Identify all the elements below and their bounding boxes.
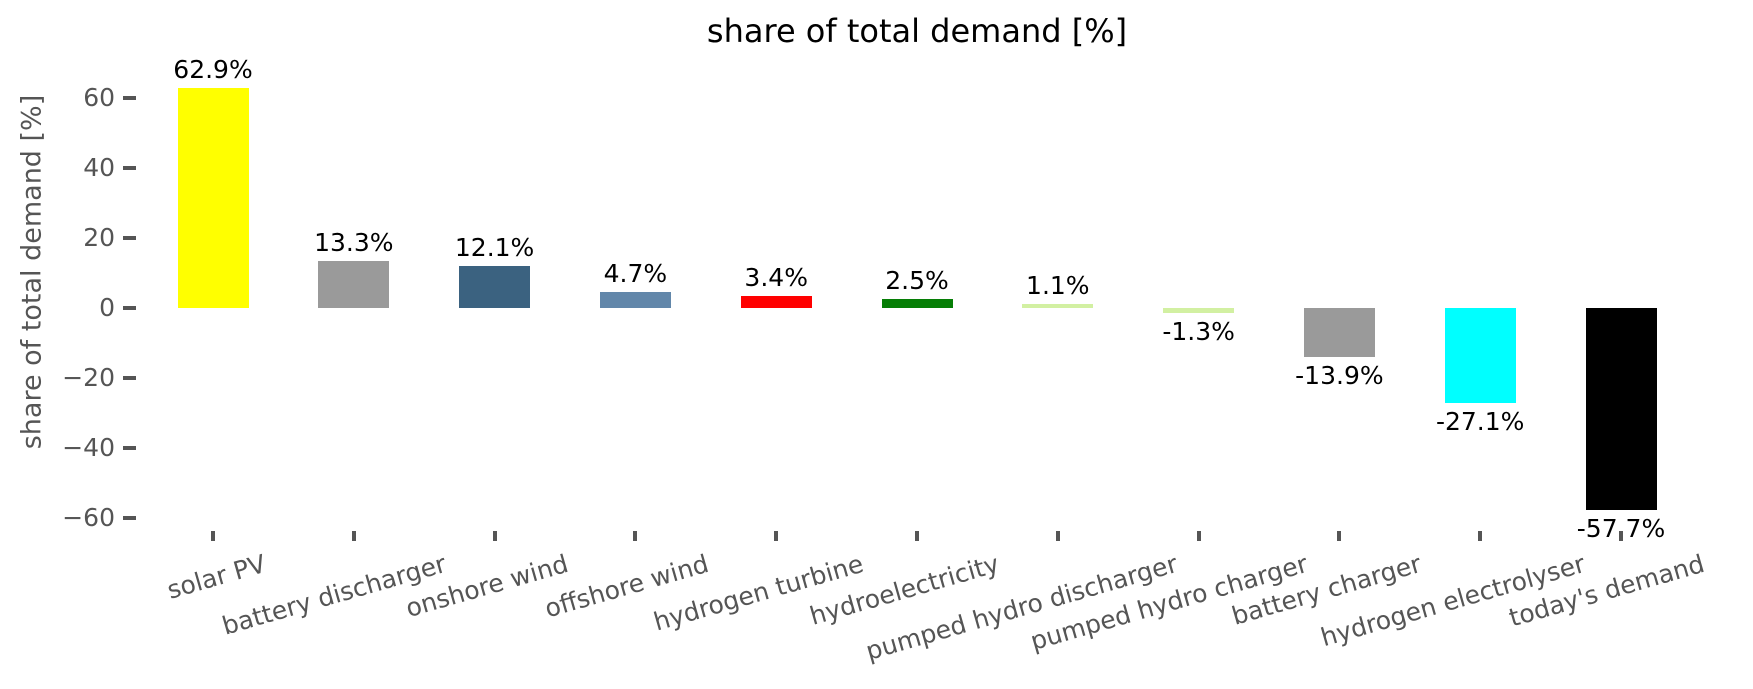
x-tick-mark (1478, 531, 1483, 541)
x-tick-mark (1337, 531, 1342, 541)
y-tick-mark (123, 306, 136, 310)
bar-today-s-demand (1585, 308, 1657, 510)
value-label-solar-pv: 62.9% (173, 54, 253, 84)
y-tick-label-20: 20 (83, 223, 115, 252)
chart-title: share of total demand [%] (706, 12, 1128, 50)
value-label-battery-charger: -13.9% (1295, 360, 1384, 390)
bar-pumped-hydro-charger (1163, 308, 1235, 313)
x-tick-mark (633, 531, 638, 541)
x-tick-mark (1055, 531, 1060, 541)
y-tick-label-60: 60 (83, 83, 115, 112)
bar-battery-charger (1303, 308, 1375, 357)
x-tick-mark (774, 531, 779, 541)
x-tick-mark (915, 531, 919, 541)
x-tick-mark (211, 531, 215, 541)
x-tick-mark (351, 531, 356, 541)
y-tick-mark (123, 446, 136, 450)
y-tick-mark (123, 376, 136, 380)
x-tick-mark (1196, 531, 1201, 541)
bar-battery-discharger (318, 261, 390, 308)
value-label-hydrogen-turbine: 3.4% (744, 263, 808, 293)
y-tick-label-0: 0 (99, 293, 115, 322)
value-label-hydrogen-electrolyser: -27.1% (1435, 406, 1525, 436)
bar-hydrogen-electrolyser (1444, 308, 1516, 403)
x-tick-mark (492, 531, 497, 541)
bar-solar-pv (177, 87, 249, 308)
y-axis-label: share of total demand [%] (16, 94, 48, 450)
x-tick-mark (1619, 531, 1623, 541)
value-label-onshore-wind: 12.1% (454, 232, 535, 262)
y-tick-mark (123, 516, 136, 520)
y-tick-label--40: −40 (62, 433, 115, 462)
bar-offshore-wind (599, 291, 671, 308)
y-tick-label--20: −20 (62, 363, 115, 392)
bar-hydroelectricity (881, 299, 953, 308)
y-tick-mark (123, 166, 136, 170)
bar-hydrogen-turbine (740, 296, 812, 308)
x-tick-label-solar-pv: solar PV (164, 549, 270, 605)
bar-onshore-wind (459, 265, 531, 308)
y-tick-label-40: 40 (83, 153, 115, 182)
bar-pumped-hydro-discharger (1022, 304, 1094, 308)
y-tick-label--60: −60 (62, 503, 115, 532)
y-tick-mark (123, 236, 136, 240)
value-label-hydroelectricity: 2.5% (885, 266, 949, 296)
value-label-battery-discharger: 13.3% (314, 228, 394, 258)
value-label-offshore-wind: 4.7% (603, 258, 668, 288)
value-label-pumped-hydro-discharger: 1.1% (1026, 271, 1090, 301)
value-label-pumped-hydro-charger: -1.3% (1162, 316, 1235, 346)
y-tick-mark (123, 96, 136, 100)
